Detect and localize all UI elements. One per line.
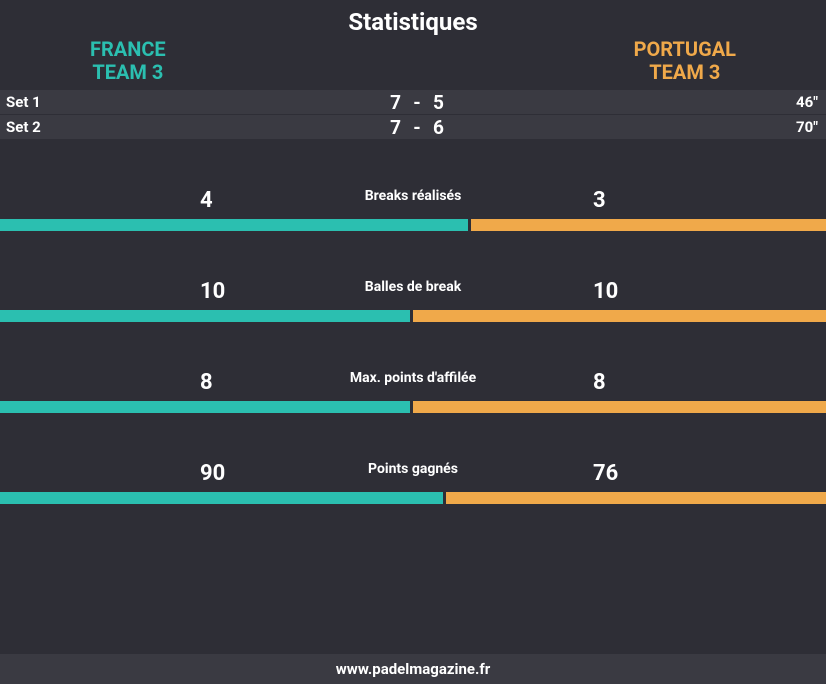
stat-block: Points gagnés9076 [0,413,826,504]
team2-team: TEAM 3 [634,61,736,84]
stat-label: Points gagnés [0,461,826,485]
set-label: Set 1 [0,93,70,111]
stats-panel: Statistiques FRANCE TEAM 3 PORTUGAL TEAM… [0,0,826,684]
set-score: 7-5 [70,91,766,114]
set-time: 46" [766,93,826,111]
set-label: Set 2 [0,118,70,136]
stat-block: Balles de break1010 [0,231,826,322]
stats-list: Breaks réalisés43Balles de break1010Max.… [0,140,826,624]
team1-country: FRANCE [90,38,166,61]
stat-bar [0,219,826,231]
bar-team1 [0,310,413,322]
team2-name: PORTUGAL TEAM 3 [634,38,736,84]
bar-team1 [0,492,446,504]
bar-team2 [413,310,826,322]
stat-block: Max. points d'affilée88 [0,322,826,413]
footer-url: www.padelmagazine.fr [0,654,826,684]
teams-header: FRANCE TEAM 3 PORTUGAL TEAM 3 [0,38,826,90]
bar-team2 [471,219,826,231]
stat-bar [0,401,826,413]
stat-block: Breaks réalisés43 [0,140,826,231]
team2-country: PORTUGAL [634,38,736,61]
bar-team2 [446,492,826,504]
set-score: 7-6 [70,116,766,139]
set-row: Set 17-546" [0,90,826,115]
set-row: Set 27-670" [0,115,826,140]
stat-label: Max. points d'affilée [0,370,826,394]
page-title: Statistiques [0,0,826,38]
set-time: 70" [766,118,826,136]
stat-bar [0,492,826,504]
sets-table: Set 17-546"Set 27-670" [0,90,826,140]
stat-label: Breaks réalisés [0,188,826,212]
team1-team: TEAM 3 [90,61,166,84]
team1-name: FRANCE TEAM 3 [90,38,166,84]
stat-bar [0,310,826,322]
stat-label: Balles de break [0,279,826,303]
bar-team1 [0,401,413,413]
bar-team1 [0,219,471,231]
bar-team2 [413,401,826,413]
